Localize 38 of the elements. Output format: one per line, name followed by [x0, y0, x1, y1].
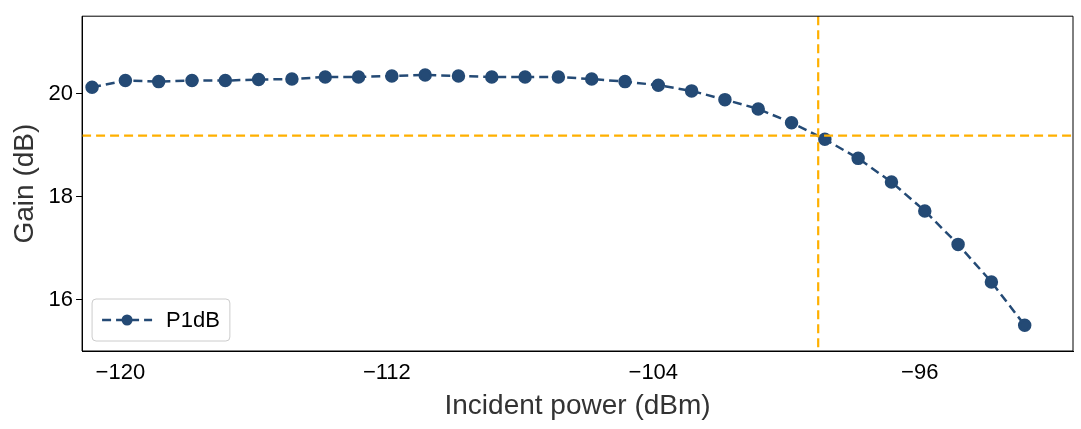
point: [185, 73, 199, 88]
point: [485, 70, 499, 84]
x-tick-label: −120: [95, 359, 146, 385]
point: [584, 72, 599, 86]
y-tick-label: 20: [48, 79, 74, 105]
y-tick-label: 16: [48, 285, 74, 311]
x-axis-title: Incident power (dBm): [444, 388, 711, 420]
point: [251, 72, 266, 87]
point: [618, 74, 632, 89]
y-axis-title: Gain (dB): [7, 123, 39, 244]
point: [85, 80, 99, 95]
point: [518, 70, 532, 84]
x-tick-label: −112: [362, 359, 411, 385]
point: [884, 175, 899, 189]
point: [984, 275, 999, 289]
point: [351, 70, 366, 84]
point: [451, 69, 466, 83]
y-tick-label: 18: [48, 182, 74, 208]
point: [784, 116, 799, 130]
point: [385, 69, 399, 83]
point: [851, 151, 865, 166]
point: [751, 102, 765, 116]
point: [918, 204, 932, 218]
point: [651, 78, 666, 92]
point: [1017, 318, 1032, 332]
point: [951, 237, 965, 252]
point: [684, 84, 699, 98]
point: [418, 68, 432, 82]
point: [285, 72, 299, 86]
point: [218, 73, 233, 88]
point: [718, 92, 732, 107]
point: [151, 74, 166, 89]
point: [118, 73, 133, 88]
x-tick-label: −104: [628, 359, 679, 385]
point: [318, 70, 332, 84]
legend-label: P1dB: [166, 307, 220, 333]
point: [551, 70, 566, 84]
x-tick-label: −96: [901, 359, 939, 385]
